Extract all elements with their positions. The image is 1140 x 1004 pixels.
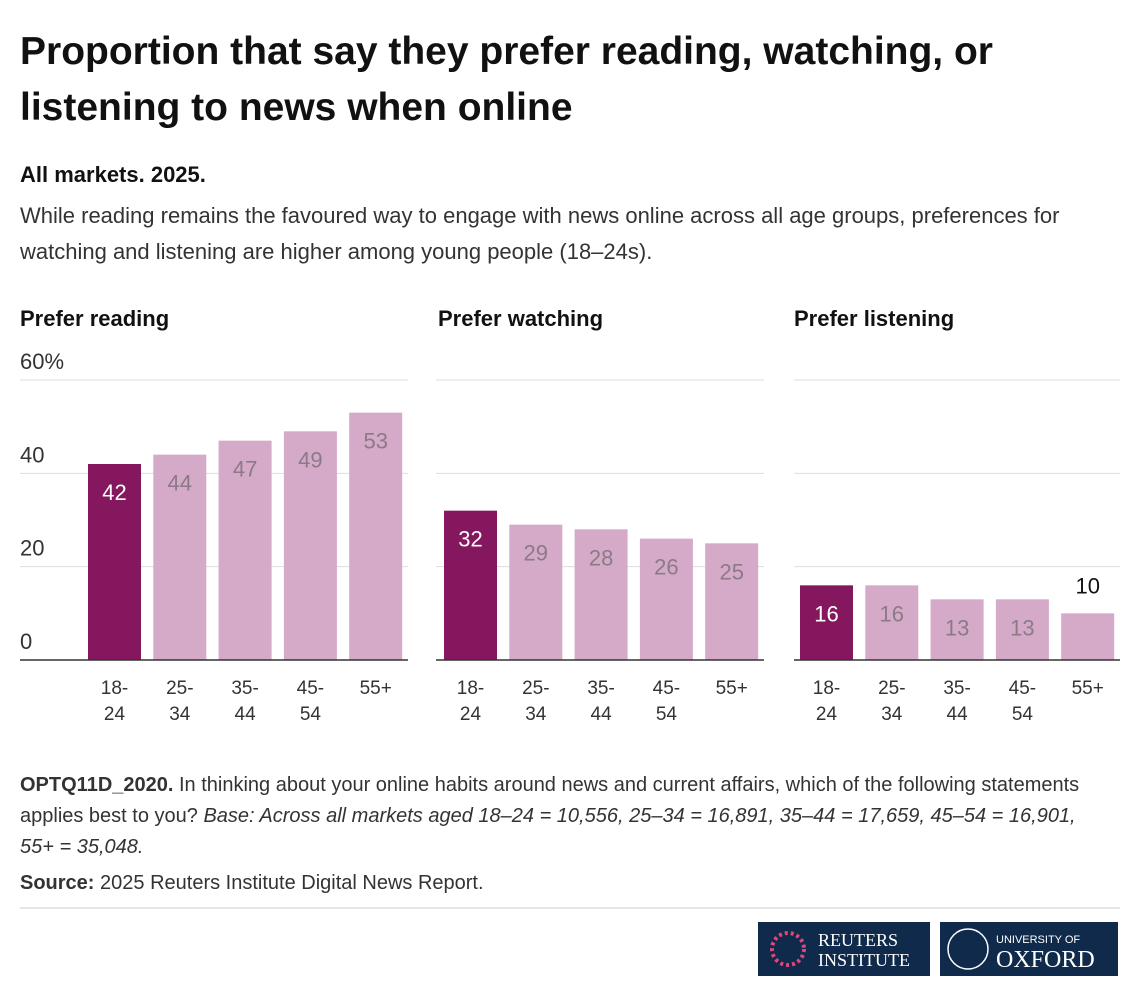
x-tick-line: 54 (300, 704, 322, 725)
bar (865, 585, 919, 660)
x-tick-line: 44 (235, 704, 257, 725)
x-tick-line: 44 (591, 704, 613, 725)
bar (574, 529, 628, 660)
footnote: OPTQ11D_2020. In thinking about your onl… (20, 770, 1100, 863)
value-label: 44 (168, 471, 192, 496)
x-tick-label: 25-34 (166, 678, 193, 725)
source-label: Source: (20, 872, 95, 894)
value-label: 25 (719, 559, 743, 584)
logo-text: REUTERS (818, 930, 898, 950)
value-label: 47 (233, 457, 257, 482)
panel-title: Prefer watching (438, 306, 603, 331)
bar (930, 599, 984, 660)
x-tick-line: 45- (653, 678, 680, 699)
x-tick-label: 45-54 (1009, 678, 1036, 725)
subtitle-bold: All markets. 2025. (20, 162, 206, 187)
bar (88, 464, 141, 660)
x-tick-line: 18- (813, 678, 840, 699)
subtitle: While reading remains the favoured way t… (20, 203, 1060, 264)
x-tick-label: 25-34 (522, 678, 549, 725)
value-label: 10 (1075, 573, 1099, 598)
x-tick-label: 45-54 (297, 678, 324, 725)
value-label: 42 (102, 480, 126, 505)
x-tick-label: 25-34 (878, 678, 905, 725)
x-tick-line: 55+ (1072, 678, 1104, 699)
value-label: 13 (1010, 615, 1034, 640)
x-tick-label: 18-24 (813, 678, 840, 725)
bar (1061, 613, 1115, 660)
x-tick-label: 18-24 (457, 678, 484, 725)
x-tick-label: 35-44 (587, 678, 614, 725)
bar (639, 538, 693, 660)
value-label: 16 (814, 601, 838, 626)
bar (218, 440, 272, 660)
panel-title: Prefer listening (794, 306, 954, 331)
reuters-icon (770, 931, 806, 967)
y-tick-label: 40 (20, 442, 44, 467)
bar (995, 599, 1049, 660)
bar (705, 543, 759, 660)
oxford-logo (940, 922, 1118, 976)
x-tick-line: 55+ (716, 678, 748, 699)
panel-title: Prefer reading (20, 306, 169, 331)
x-tick-line: 18- (101, 678, 128, 699)
x-tick-label: 35-44 (231, 678, 258, 725)
x-tick-line: 25- (878, 678, 905, 699)
y-tick-label: 60% (20, 349, 64, 374)
x-tick-line: 34 (881, 704, 903, 725)
y-tick-label: 20 (20, 536, 44, 561)
logo-text: OXFORD (996, 947, 1095, 973)
note-code: OPTQ11D_2020. (20, 774, 174, 796)
value-label: 13 (945, 615, 969, 640)
x-tick-line: 24 (460, 704, 482, 725)
bar (509, 524, 563, 660)
x-tick-label: 35-44 (943, 678, 970, 725)
x-tick-line: 35- (231, 678, 258, 699)
x-tick-line: 25- (522, 678, 549, 699)
title: Proportion that say they prefer reading,… (20, 30, 993, 129)
oxford-crest (947, 928, 989, 970)
x-tick-line: 34 (169, 704, 191, 725)
value-label: 26 (654, 555, 678, 580)
x-tick-line: 54 (656, 704, 678, 725)
x-tick-line: 44 (947, 704, 969, 725)
value-label: 32 (458, 527, 482, 552)
x-tick-label: 55+ (1072, 678, 1104, 699)
x-tick-line: 45- (297, 678, 324, 699)
x-tick-line: 24 (104, 704, 126, 725)
x-tick-line: 45- (1009, 678, 1036, 699)
bar (153, 454, 207, 660)
x-tick-label: 55+ (360, 678, 392, 699)
x-tick-line: 18- (457, 678, 484, 699)
x-tick-line: 25- (166, 678, 193, 699)
x-tick-label: 18-24 (101, 678, 128, 725)
x-tick-line: 35- (943, 678, 970, 699)
bar (800, 585, 853, 660)
reuters-logo (758, 922, 930, 976)
x-tick-label: 45-54 (653, 678, 680, 725)
x-tick-line: 54 (1012, 704, 1034, 725)
source: Source: 2025 Reuters Institute Digital N… (20, 872, 484, 895)
note: In thinking about your online habits aro… (20, 774, 1080, 827)
x-tick-line: 35- (587, 678, 614, 699)
y-tick-label: 0 (20, 629, 32, 654)
bar (444, 510, 497, 660)
logo-text: INSTITUTE (818, 950, 910, 970)
base: Base: Across all markets aged 18–24 = 10… (20, 805, 1076, 858)
x-tick-line: 34 (525, 704, 547, 725)
logo-text: UNIVERSITY OF (996, 934, 1080, 946)
x-tick-line: 55+ (360, 678, 392, 699)
bar (283, 431, 337, 660)
source-text: 2025 Reuters Institute Digital News Repo… (100, 872, 484, 894)
value-label: 53 (363, 429, 387, 454)
x-tick-label: 55+ (716, 678, 748, 699)
bar (349, 412, 403, 660)
value-label: 29 (524, 541, 548, 566)
value-label: 28 (589, 545, 613, 570)
value-label: 16 (880, 601, 904, 626)
value-label: 49 (298, 447, 322, 472)
x-tick-line: 24 (816, 704, 838, 725)
